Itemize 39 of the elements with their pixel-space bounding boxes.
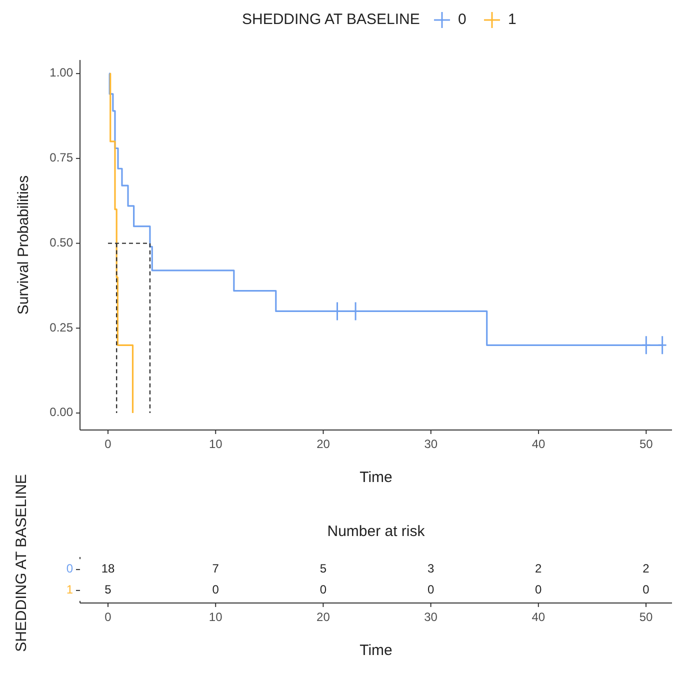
- x-tick-label: 20: [316, 610, 330, 624]
- x-tick-label: 30: [424, 610, 438, 624]
- data-label: 2: [642, 562, 650, 576]
- y-axis-title: Survival Probabilities: [15, 175, 32, 315]
- legend-label: 0: [458, 10, 466, 28]
- data-label: 5: [320, 562, 327, 576]
- x-axis-title: Time: [360, 469, 392, 486]
- x-tick-label: 30: [424, 437, 438, 451]
- data-label: 0: [320, 582, 327, 597]
- y-tick-label: 0.75: [50, 150, 74, 165]
- y-tick-label: 0.25: [50, 320, 74, 334]
- y-tick-label: 1.00: [50, 66, 74, 80]
- x-tick-label: 40: [532, 610, 546, 624]
- x-tick-label: 50: [639, 610, 653, 624]
- x-axis-title: Time: [360, 642, 392, 659]
- data-label: 18: [101, 562, 115, 576]
- y-tick-label: 0: [66, 562, 74, 576]
- y-tick-label: 0.50: [50, 235, 74, 250]
- x-tick-label: 10: [208, 437, 223, 451]
- x-tick-label: 20: [316, 437, 330, 451]
- y-axis-title: SHEDDING AT BASELINE: [13, 474, 30, 652]
- chart-title: Number at risk: [327, 523, 426, 540]
- data-label: 3: [427, 562, 434, 576]
- data-label: 2: [535, 562, 542, 576]
- legend-title: SHEDDING AT BASELINE: [242, 10, 420, 28]
- data-label: 5: [104, 582, 112, 597]
- data-label: 7: [212, 562, 220, 576]
- x-tick-label: 10: [208, 610, 223, 624]
- data-label: 0: [642, 582, 650, 597]
- x-tick-label: 0: [104, 437, 112, 451]
- data-label: 0: [427, 582, 434, 597]
- data-label: 0: [535, 582, 542, 597]
- legend-label: 1: [508, 10, 516, 28]
- x-tick-label: 50: [639, 437, 654, 451]
- y-tick-label: 1: [66, 582, 74, 597]
- x-tick-label: 40: [532, 437, 546, 451]
- x-tick-label: 0: [104, 610, 112, 624]
- data-label: 0: [212, 582, 220, 597]
- y-tick-label: 0.00: [50, 405, 74, 420]
